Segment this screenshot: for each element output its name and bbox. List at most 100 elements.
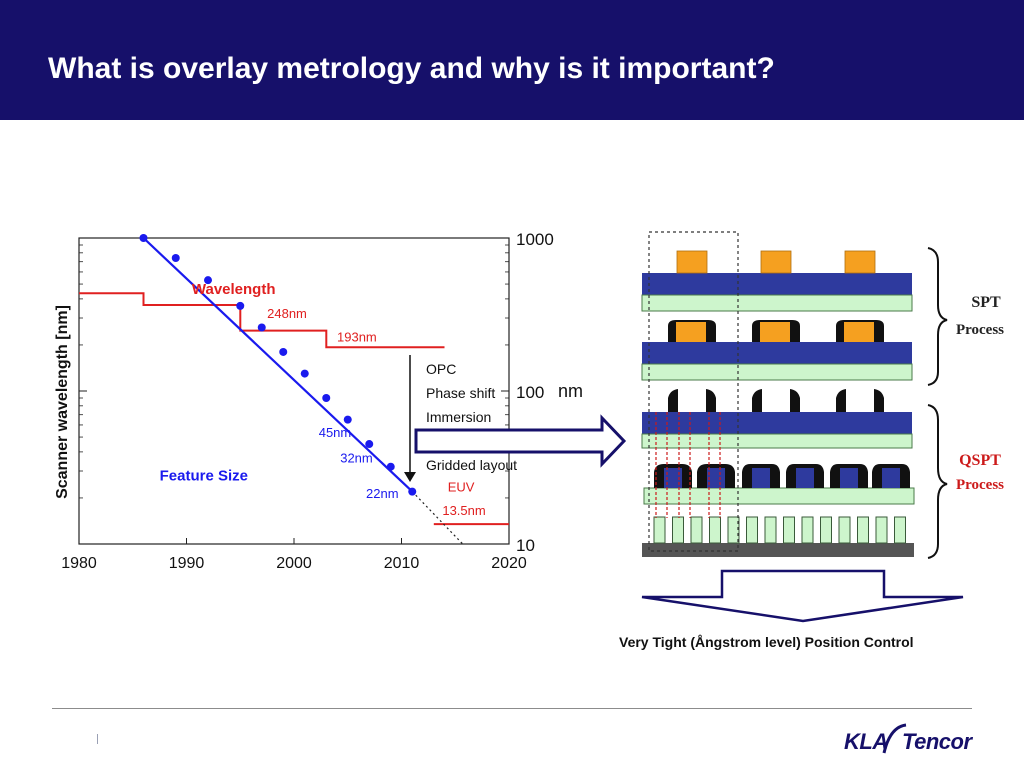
pointer-arrow [414,414,627,468]
spacer [874,389,884,412]
final-line [746,516,758,544]
feature-size-point [204,276,212,285]
caption: Very Tight (Ångstrom level) Position Con… [619,634,914,650]
spacer-feature [752,320,800,342]
hard-mask-layer [642,342,912,364]
technique-item: Phase shift [426,385,495,401]
technique-item: Immersion [426,409,491,425]
techniques-arrow-head [404,472,416,482]
qspt-step-1 [643,464,915,505]
feature-size-point [322,394,331,403]
feature-size-points [139,234,417,496]
spt-step-3 [641,389,913,449]
spacer [752,389,762,412]
spacer-feature [836,320,884,342]
down-pointer-arrow [641,569,964,623]
chart-annotation: 22nm [366,486,399,501]
spt-brace [927,247,948,386]
final-line-array [653,516,906,544]
footer-divider [52,708,972,709]
footer-page-mark [97,734,98,744]
final-line [820,516,832,544]
substrate-layer [643,487,915,505]
feature-size-point [171,254,180,263]
chart-annotation: 13.5nm [442,503,485,518]
resist-feature [676,250,708,274]
qspt-step-2 [642,516,914,557]
final-line [764,516,777,544]
chart-annotation: Feature Size [160,468,248,485]
substrate-layer [641,363,913,381]
x-tick-label: 1990 [169,555,205,572]
y-axis: 1000 100 10 [79,230,554,555]
qspt-brace [927,404,948,559]
final-line [783,516,795,544]
feature-size-point [365,440,374,449]
final-line [672,516,684,544]
y-axis-label: Scanner wavelength [nm] [54,305,71,499]
x-tick-label: 2000 [276,555,312,572]
feature-size-point [139,234,148,242]
technique-item: OPC [426,361,456,377]
final-line [653,516,666,544]
x-tick-label: 2020 [491,555,527,572]
plot-frame [78,237,510,545]
x-axis: 1980 1990 2000 2010 2020 [61,538,527,572]
final-line [709,516,721,544]
chart-annotation: Wavelength [192,281,276,298]
spacer-feature [668,320,716,342]
chart-annotations: Wavelength 248nm 193nm Feature Size 45nm 32nm… [160,281,486,518]
spacer [668,389,678,412]
spt-step-2 [641,320,913,381]
chart-annotation: 248nm [267,306,307,321]
x-tick-label: 1980 [61,555,97,572]
resist-feature [760,250,792,274]
base-layer [642,543,914,557]
x-tick-label: 2010 [384,555,420,572]
resist-feature [844,250,876,274]
qspt-label-line-2: Process [956,477,1004,493]
feature-size-point [279,347,288,356]
y-tick-label: 100 [516,383,544,402]
y-unit-label: nm [558,381,583,401]
final-line [838,516,851,544]
y-tick-label: 10 [516,536,535,555]
chart: 1980 1990 2000 2010 2020 1000 100 10 Scanner w… [54,230,583,572]
substrate-layer [641,433,913,449]
alignment-guides [655,412,721,518]
feature-size-point [408,487,417,496]
final-line [801,516,814,544]
qspt-label-line-1: QSPT [959,452,1001,469]
technique-item: Gridded layout [426,457,517,473]
process-diagram: SPT Process QSPT Process [641,231,1004,559]
slide-title: What is overlay metrology and why is it … [48,52,775,85]
spt-step-1 [641,250,913,312]
kla-tencor-logo: KLA Tencor [844,723,974,757]
final-line [727,516,740,544]
final-line [857,516,869,544]
final-line [875,516,888,544]
logo-text-tencor: Tencor [902,729,972,754]
spt-label-line-1: SPT [971,294,1001,311]
chart-annotation: 45nm [319,425,352,440]
chart-annotation: 32nm [340,451,373,466]
feature-size-point [257,323,266,332]
feature-size-point [236,301,245,310]
wavelength-step-line [79,292,445,349]
logo-swoosh-icon [882,723,907,754]
feature-size-point [300,369,309,378]
qspt-feature-row [654,464,910,488]
spt-label-line-2: Process [956,322,1004,338]
spacer [836,389,846,412]
spacer [706,389,716,412]
final-line [690,516,703,544]
header-bar: What is overlay metrology and why is it … [0,0,1024,120]
y-tick-label: 1000 [516,230,554,249]
highlight-box [648,231,739,552]
substrate-layer [641,294,913,312]
chart-annotation: EUV [448,480,475,495]
hard-mask-layer [642,273,912,295]
hard-mask-layer [642,412,912,434]
final-line [894,516,906,544]
